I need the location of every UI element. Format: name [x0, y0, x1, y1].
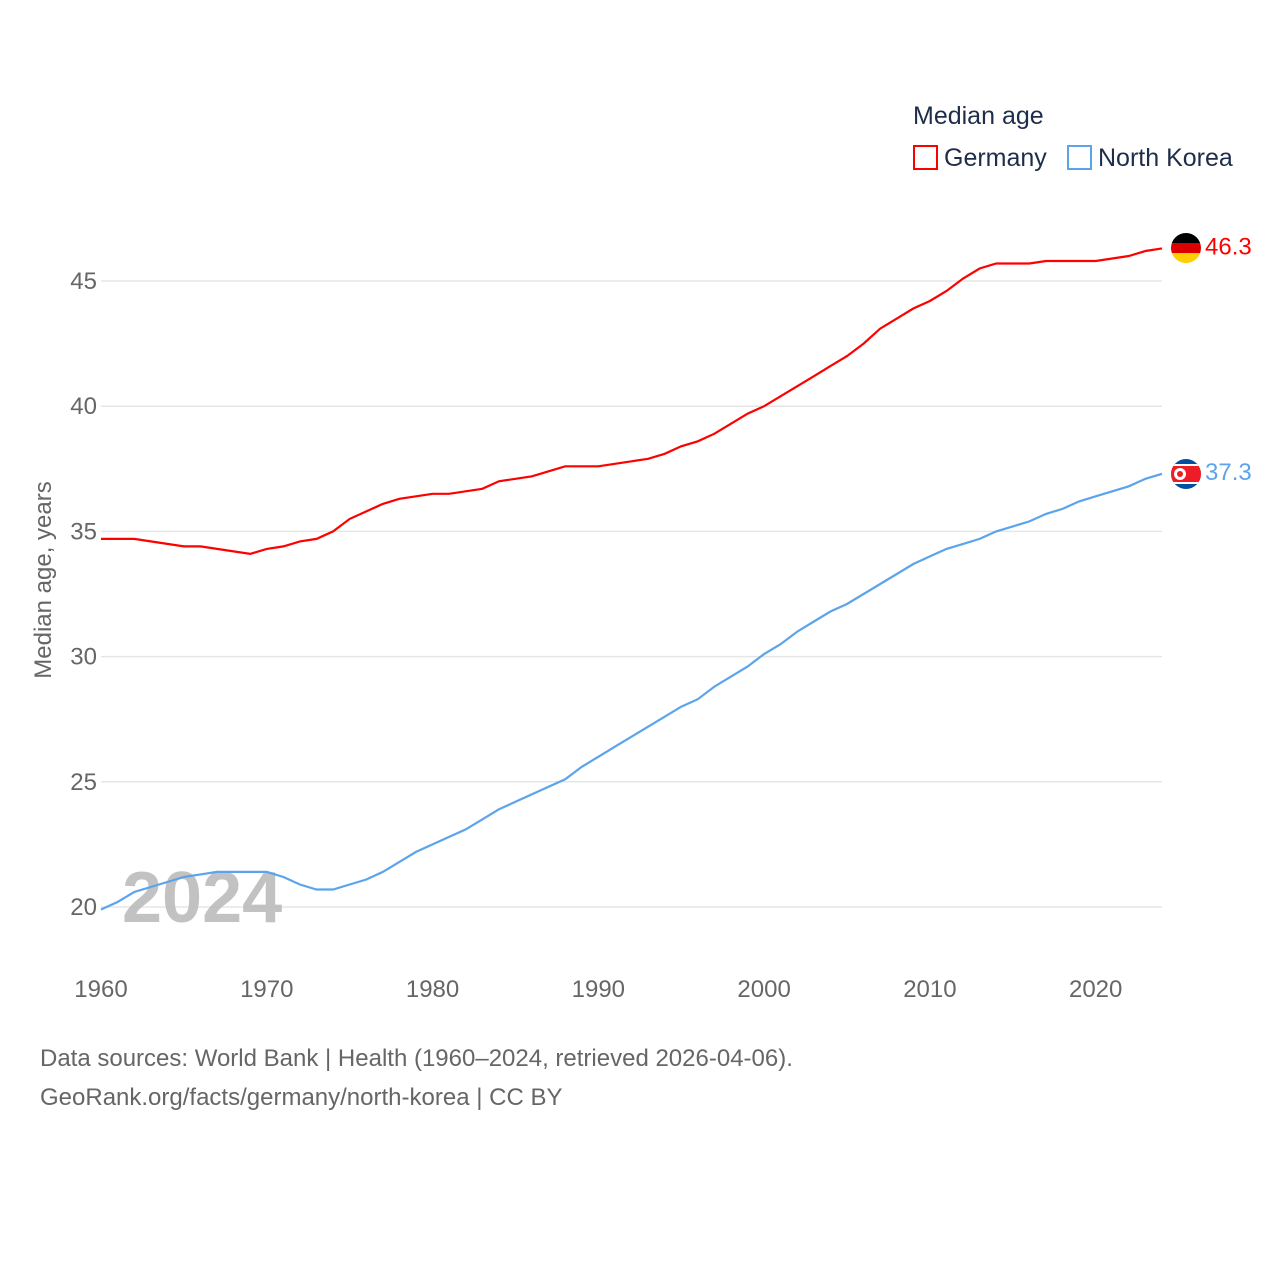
- legend-item[interactable]: North Korea: [1067, 144, 1233, 172]
- north-korea-flag-icon: [1171, 459, 1201, 489]
- germany-flag-icon: [1171, 233, 1201, 263]
- footer-sources: Data sources: World Bank | Health (1960–…: [40, 1045, 793, 1072]
- legend-swatch: [913, 145, 938, 170]
- y-tick-label: 25: [70, 769, 97, 796]
- series-line-north-korea: [100, 472, 1163, 911]
- legend-title: Median age: [913, 102, 1044, 130]
- legend-item[interactable]: Germany: [913, 144, 1047, 172]
- legend-label: Germany: [944, 144, 1047, 172]
- legend-label: North Korea: [1098, 144, 1233, 172]
- x-tick-label: 2020: [1069, 976, 1122, 1003]
- y-tick-label: 30: [70, 644, 97, 671]
- y-tick-label: 20: [70, 894, 97, 921]
- x-tick-label: 2000: [737, 976, 790, 1003]
- y-axis-label: Median age, years: [30, 481, 57, 678]
- x-tick-label: 1970: [240, 976, 293, 1003]
- series-line-germany: [101, 247, 1163, 556]
- end-value-label: 37.3: [1205, 459, 1252, 486]
- y-tick-label: 45: [70, 268, 97, 295]
- y-tick-label: 40: [70, 393, 97, 420]
- x-tick-label: 2010: [903, 976, 956, 1003]
- end-value-label: 46.3: [1205, 233, 1252, 260]
- x-tick-label: 1990: [572, 976, 625, 1003]
- y-tick-label: 35: [70, 518, 97, 545]
- footer-attribution[interactable]: GeoRank.org/facts/germany/north-korea | …: [40, 1084, 563, 1111]
- legend-swatch: [1067, 145, 1092, 170]
- year-watermark: 2024: [122, 858, 282, 938]
- x-tick-label: 1960: [74, 976, 127, 1003]
- x-tick-label: 1980: [406, 976, 459, 1003]
